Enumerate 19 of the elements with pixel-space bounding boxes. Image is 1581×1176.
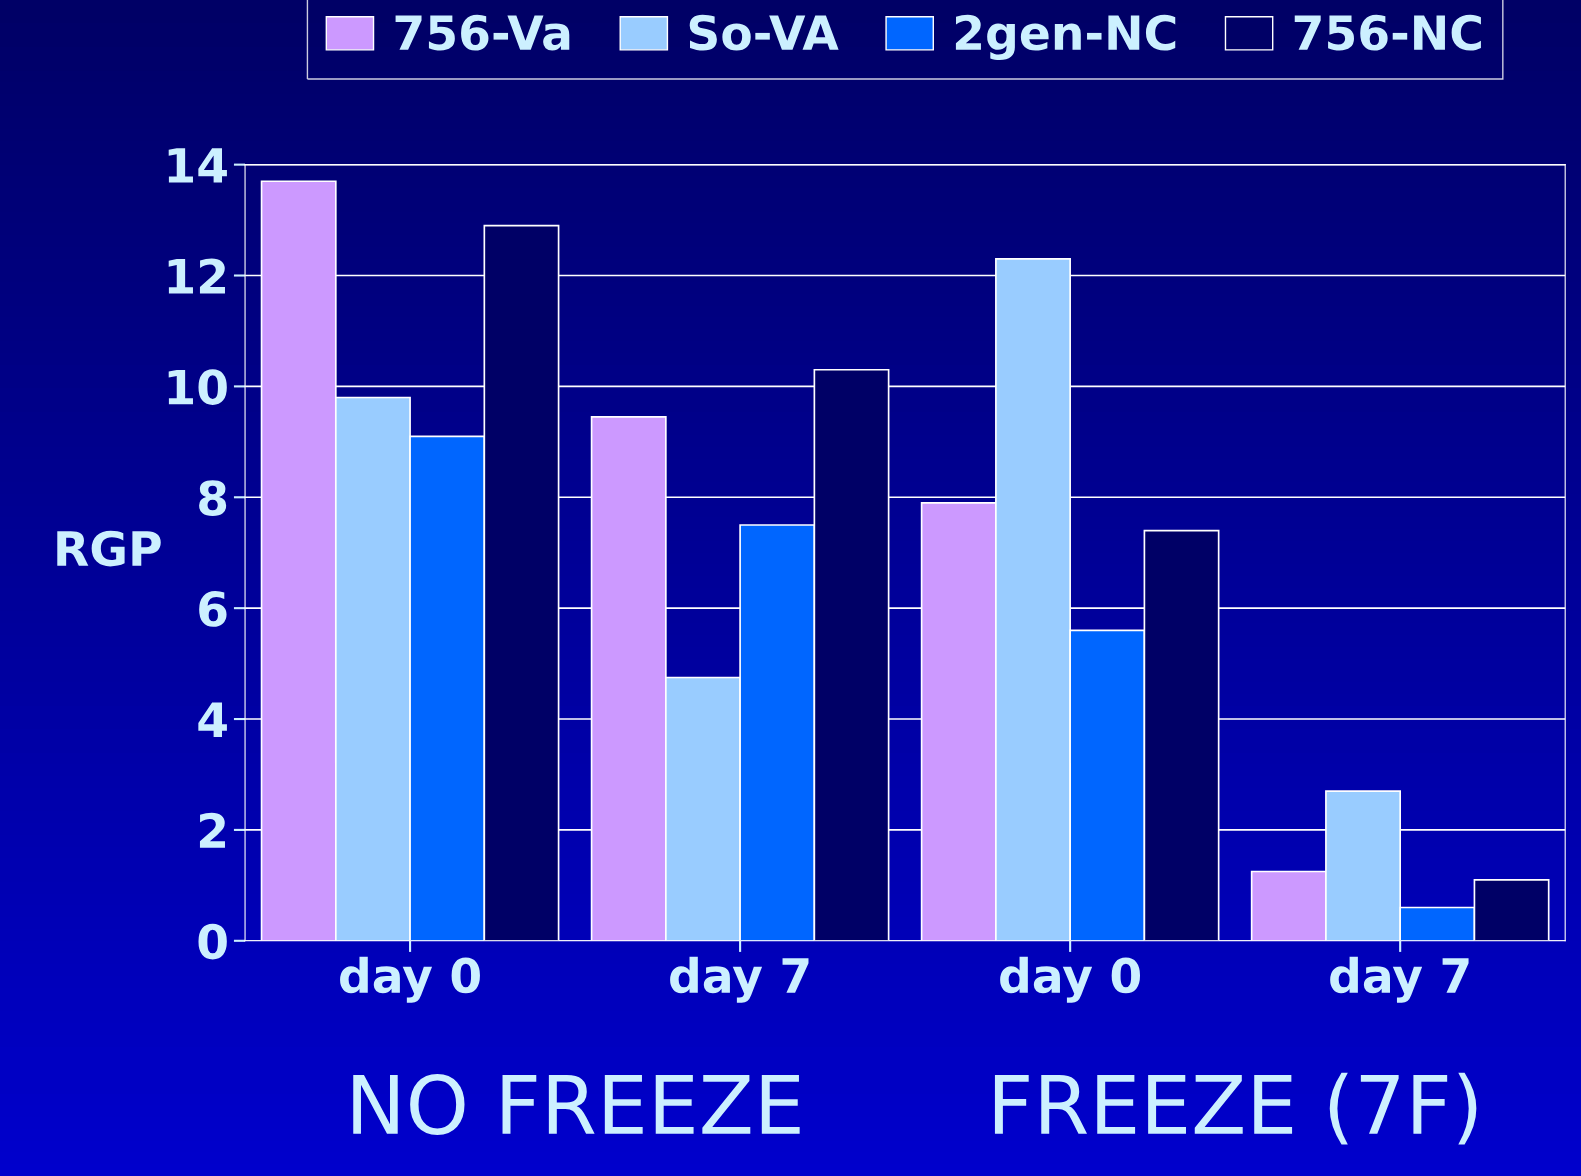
y-tick-label: 14	[168, 148, 227, 183]
legend-label: So-VA	[689, 14, 839, 51]
x-tick-label: day 0	[1000, 956, 1141, 1003]
y-tick-label: 0	[198, 923, 227, 960]
x-tick-label: day 7	[670, 956, 809, 1003]
legend-label: 2gen-NC	[955, 14, 1176, 61]
x-tick-label: day 7	[1330, 956, 1469, 1003]
y-tick-label: 8	[199, 480, 227, 516]
y-tick-label: 4	[198, 702, 227, 737]
y-tick-label: 12	[168, 258, 225, 294]
y-axis-title: RGP	[57, 530, 161, 567]
legend-label: 756-NC	[1294, 14, 1481, 51]
x-tick-label: day 0	[340, 956, 480, 1003]
text: NO FREEZE	[353, 1074, 800, 1135]
legend-label: 756-Va	[395, 14, 570, 51]
y-tick-label: 6	[199, 591, 227, 627]
text: FREEZE (7F)	[994, 1072, 1477, 1145]
y-tick-label: 2	[199, 812, 225, 848]
y-tick-label: 10	[168, 369, 227, 406]
